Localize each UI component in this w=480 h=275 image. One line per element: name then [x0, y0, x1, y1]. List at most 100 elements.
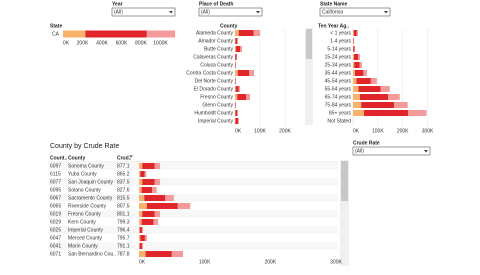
bar-segment — [140, 227, 142, 233]
table-cell: 837.5 — [117, 179, 130, 185]
bar-segment — [353, 78, 356, 84]
category-label: Glenn County — [202, 102, 233, 108]
bar-segment — [139, 187, 142, 193]
table-cell: 6041 — [50, 243, 61, 249]
bar-segment — [235, 62, 236, 68]
bar-segment — [238, 118, 239, 124]
table-cell: 6019 — [50, 211, 61, 217]
bar-segment — [235, 94, 237, 100]
category-label: 65-74 years — [325, 94, 352, 100]
bar-segment — [235, 54, 236, 60]
bar-segment — [353, 30, 354, 36]
bar-segment — [139, 163, 142, 169]
bar-segment — [146, 251, 172, 257]
category-label: Humboldt County — [194, 110, 233, 116]
bar-segment — [144, 195, 165, 201]
bar-segment — [236, 46, 240, 52]
bar-segment — [139, 227, 140, 233]
bar-segment — [357, 30, 358, 36]
table-cell: Fresno County — [68, 211, 101, 217]
category-label: Contra Costa County — [186, 70, 233, 76]
bar-segment — [155, 211, 160, 217]
bar-segment — [353, 86, 358, 92]
category-label: Del Norte County — [195, 78, 234, 84]
bar-segment — [142, 243, 143, 249]
table-cell: Merced County — [68, 235, 102, 241]
x-tick-label: 300K — [422, 128, 434, 134]
table-cell: 787.8 — [117, 251, 130, 257]
bar-segment — [235, 78, 236, 84]
bar-segment — [354, 30, 357, 36]
bar-segment — [246, 94, 250, 100]
scrollbar-thumb[interactable] — [306, 29, 312, 59]
bar-segment — [235, 118, 236, 124]
table-cell: 807.5 — [117, 203, 130, 209]
x-tick-label: 200K — [279, 128, 291, 134]
category-label: Imperial County — [198, 118, 234, 124]
category-label: 5-14 years — [327, 46, 351, 52]
table-cell: 6067 — [50, 195, 61, 201]
bar-segment — [381, 86, 390, 92]
bar-segment — [142, 187, 153, 193]
bar-segment — [388, 94, 400, 100]
bar-segment — [142, 163, 154, 169]
bar-segment — [139, 195, 144, 201]
category-label: Alameda County — [196, 30, 233, 36]
x-tick-label: 400K — [96, 40, 108, 46]
bar-segment — [172, 251, 183, 257]
bar-segment — [237, 94, 246, 100]
bar-segment — [235, 38, 236, 44]
column-header: Ten Year Ag.. — [318, 23, 350, 29]
category-label: El Dorado County — [194, 86, 234, 92]
dropdown-value: (All) — [201, 10, 210, 16]
category-label: Not Stated — [327, 118, 351, 124]
table-cell: Kern County — [68, 219, 96, 225]
bar-segment — [371, 78, 377, 84]
x-tick-label: 100K — [199, 259, 211, 265]
bar-segment — [155, 163, 160, 169]
dropdown-value: California — [322, 10, 343, 16]
bar-segment — [254, 30, 260, 36]
bar-segment — [358, 86, 380, 92]
table-cell: 795.7 — [117, 235, 130, 241]
bar-segment — [249, 70, 254, 76]
x-tick-label: 200K — [77, 40, 89, 46]
bar-segment — [145, 171, 147, 177]
bar-segment — [142, 219, 154, 225]
bar-segment — [354, 62, 359, 68]
filter-label: Crude Rate — [353, 140, 380, 146]
dropdown[interactable] — [353, 147, 430, 155]
table-header: Count.. — [50, 155, 68, 161]
bar-segment — [235, 110, 236, 116]
bar-segment — [139, 243, 140, 249]
table-cell: 6095 — [50, 187, 61, 193]
bar-segment — [353, 110, 364, 116]
bar-segment — [355, 70, 363, 76]
bar-segment — [236, 110, 238, 116]
x-tick-label: 200K — [397, 128, 409, 134]
bar-segment — [235, 70, 238, 76]
table-cell: Solano County — [68, 187, 101, 193]
bar-segment — [358, 54, 360, 60]
category-label: CA — [52, 31, 60, 37]
bar-segment — [360, 62, 362, 68]
bar-segment — [142, 211, 154, 217]
bar-segment — [152, 187, 157, 193]
table-cell: 6025 — [50, 227, 61, 233]
scrollbar-thumb[interactable] — [341, 161, 348, 201]
x-tick-label: 300K — [330, 259, 342, 265]
bar-segment — [237, 110, 238, 116]
table-cell: 877.1 — [117, 163, 130, 169]
table-cell: 865.2 — [117, 171, 130, 177]
table-header: Crud.. — [117, 155, 132, 161]
bar-segment — [353, 70, 355, 76]
bar-segment — [353, 54, 354, 60]
table-cell: 815.5 — [117, 195, 130, 201]
category-label: Fresno County — [200, 94, 233, 100]
table-cell: 791.1 — [117, 243, 130, 249]
category-label: Colusa County — [200, 62, 233, 68]
bar-segment — [140, 243, 142, 249]
table-cell: Imperial County — [68, 227, 104, 233]
bar-segment — [237, 54, 238, 60]
x-tick-label: 0K — [235, 128, 242, 134]
